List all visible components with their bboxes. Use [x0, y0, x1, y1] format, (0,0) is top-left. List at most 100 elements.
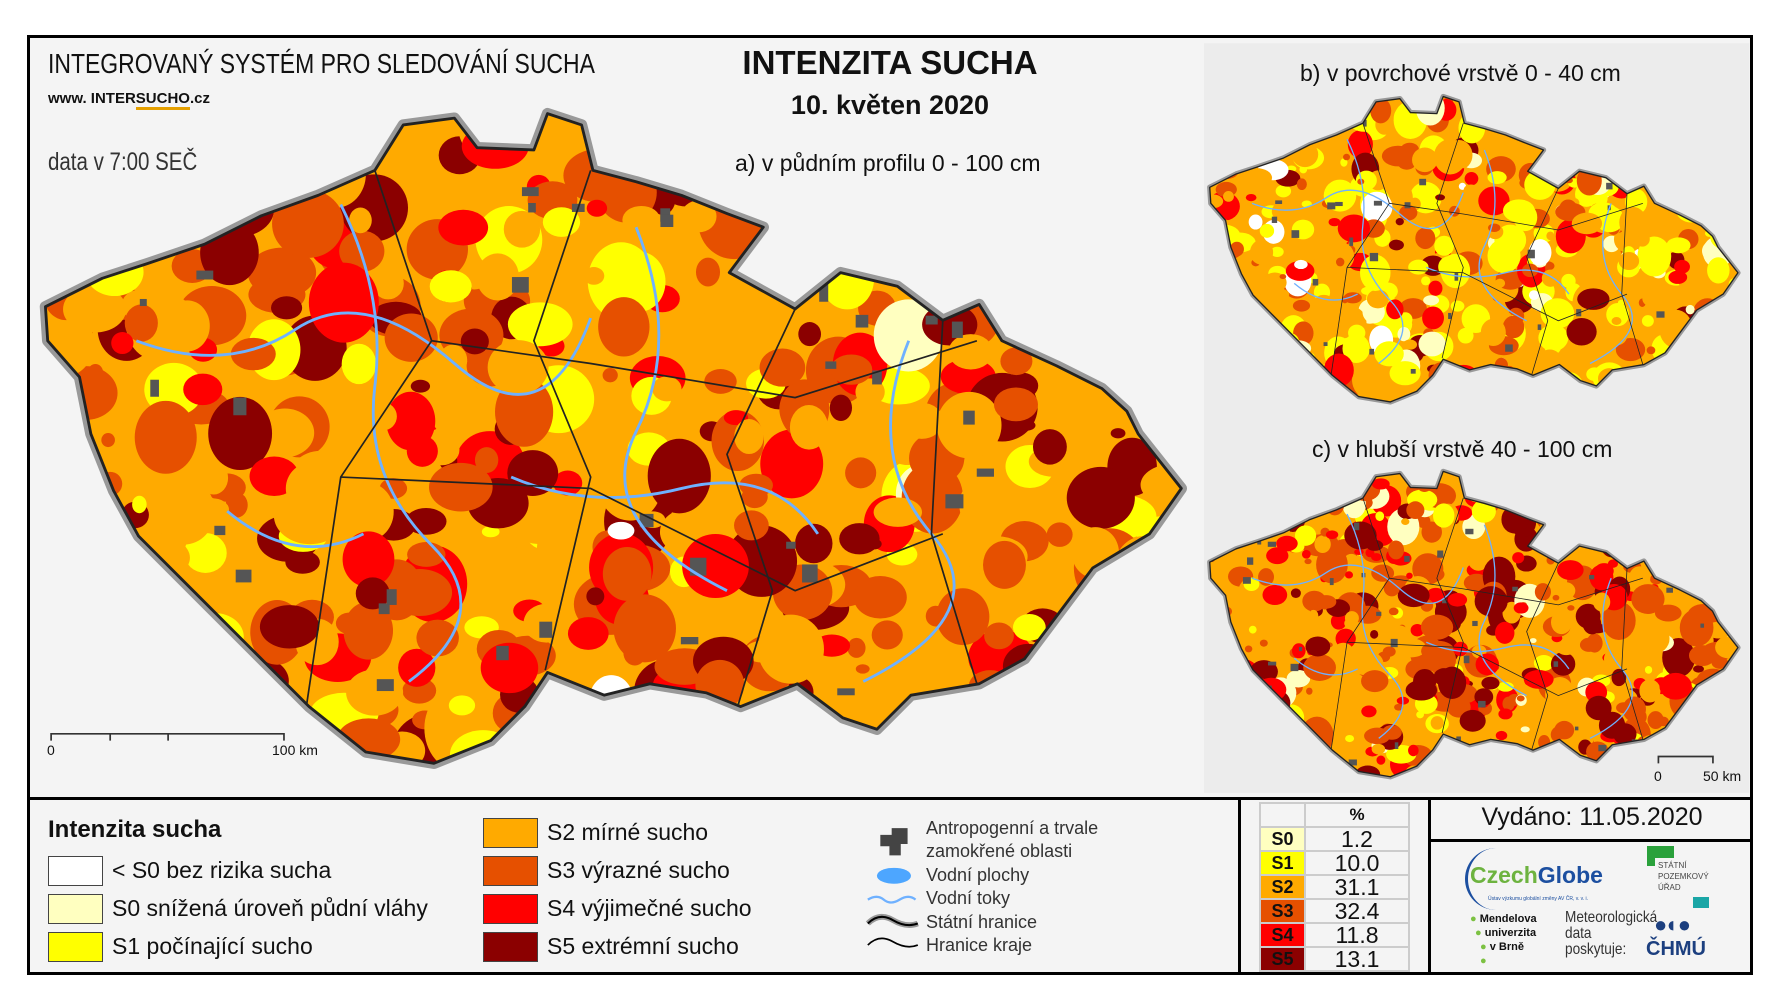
drought-patch-s3: [1259, 639, 1268, 647]
drought-patch-s2: [1385, 625, 1411, 645]
drought-patch-s2: [476, 253, 519, 301]
drought-patch-s4: [1068, 716, 1116, 750]
stats-class: S5: [1259, 946, 1306, 972]
drought-patch-s1: [1393, 108, 1410, 127]
anthropogenic-area: [378, 603, 390, 615]
drought-patch-s4: [1291, 643, 1306, 659]
drought-patch-s2: [1482, 143, 1510, 161]
anthropogenic-area: [983, 235, 1001, 248]
drought-patch-s2: [63, 285, 127, 333]
anthropogenic-area: [233, 397, 247, 416]
drought-patch-s2: [710, 598, 754, 641]
drought-patch-s1: [429, 270, 472, 303]
anthropogenic-area-icon: [880, 828, 908, 856]
drought-patch-s1: [1450, 300, 1465, 312]
drought-patch-s3: [1388, 607, 1399, 616]
legend-swatch-s3: [483, 856, 538, 886]
drought-patch-s2: [1092, 113, 1161, 144]
drought-patch-s4: [1674, 259, 1690, 274]
drought-patch-s4: [183, 373, 223, 406]
drought-patch-s3: [1097, 113, 1158, 137]
drought-patch-s1: [1355, 170, 1377, 191]
drought-patch-s5: [1032, 429, 1067, 465]
drought-patch-s2: [1308, 609, 1319, 621]
state-border: [1209, 470, 1739, 778]
drought-patch-s2: [1639, 679, 1661, 703]
stats-value: 1.2: [1304, 826, 1410, 852]
drought-patch-s-: [1248, 214, 1263, 230]
legend-label-s-: < S0 bez rizika sucha: [112, 857, 332, 883]
drought-patch-s2: [514, 564, 563, 594]
drought-patch-s-: [533, 744, 560, 764]
drought-patch-s3: [101, 433, 115, 448]
issued-date: Vydáno: 11.05.2020: [1481, 803, 1703, 831]
drought-patch-s2: [1344, 611, 1359, 626]
drought-patch-s5: [586, 587, 605, 606]
drought-patch-s3: [1516, 695, 1525, 702]
drought-patch-s4: [1361, 705, 1377, 718]
drought-patch-s2: [1399, 277, 1415, 295]
drought-patch-s3: [1335, 257, 1345, 267]
drought-patch-s2: [680, 200, 717, 233]
stats-separator: [1238, 797, 1241, 975]
drought-patch-s3: [222, 164, 250, 186]
drought-patch-s5: [936, 271, 955, 291]
drought-patch-s2: [107, 173, 160, 207]
drought-patch-s2: [570, 236, 593, 252]
stats-value: 31.1: [1304, 874, 1410, 900]
stats-value: 10.0: [1304, 850, 1410, 876]
drought-patch-s2: [691, 745, 726, 764]
drought-patch-s5: [1305, 636, 1331, 657]
drought-patch-s3: [66, 647, 127, 705]
drought-patch-s5: [647, 438, 711, 514]
drought-patch-s3: [474, 447, 499, 473]
legend-label-s0: S0 snížená úroveň půdní vláhy: [112, 895, 428, 921]
anthropogenic-area: [1419, 178, 1427, 186]
stats-class: S3: [1259, 898, 1306, 924]
drought-patch-s2: [346, 669, 404, 716]
drought-patch-s4: [342, 531, 395, 588]
anthropogenic-area: [945, 494, 964, 509]
drought-patch-s2: [936, 391, 1002, 459]
drought-patch-s5: [1577, 288, 1610, 310]
drought-patch-s2: [1384, 245, 1410, 273]
drought-patch-s3: [1554, 720, 1575, 740]
anthropogenic-area: [1290, 663, 1299, 672]
stats-value: 13.1: [1304, 946, 1410, 972]
drought-patch-s2: [789, 405, 829, 450]
drought-patch-s1: [132, 495, 147, 514]
drought-patch-s0: [1529, 638, 1537, 644]
legend-title: Intenzita sucha: [48, 816, 222, 843]
drought-patch-s2: [1494, 278, 1506, 288]
drought-patch-s3: [938, 719, 965, 748]
drought-patch-s1: [1538, 324, 1569, 352]
anthropogenic-area: [1404, 555, 1410, 562]
drought-patch-s5: [1033, 258, 1074, 301]
drought-patch-s5: [865, 538, 882, 550]
drought-patch-s3: [1306, 687, 1313, 695]
drought-patch-s4: [1422, 306, 1444, 330]
legend-swatch-s2: [483, 818, 538, 848]
drought-patch-s2: [1582, 231, 1604, 254]
legend-anthropogenic-2: zamokřené oblasti: [926, 841, 1073, 861]
drought-patch-s2: [333, 578, 352, 600]
drought-patch-s2: [1331, 320, 1347, 336]
drought-patch-s2: [1030, 294, 1059, 313]
anthropogenic-area: [1448, 312, 1452, 320]
drought-patch-s2: [1332, 642, 1354, 663]
czechglobe-text-b: Globe: [1537, 862, 1603, 888]
drought-patch-s2: [1396, 638, 1427, 658]
drought-patch-s1: [1513, 203, 1538, 232]
region-border: [1621, 568, 1644, 740]
website-link[interactable]: www. INTERSUCHO.cz: [48, 90, 210, 110]
drought-patch-s3: [332, 148, 360, 166]
drought-patch-s5: [552, 709, 618, 753]
anthropogenic-area: [1666, 587, 1673, 593]
river: [1251, 189, 1464, 230]
drought-patch-s2: [434, 378, 462, 407]
drought-patch-s4: [111, 332, 134, 355]
drought-patch-s2: [1133, 242, 1154, 258]
region-border: [1347, 641, 1628, 697]
anthropogenic-area: [1700, 623, 1705, 628]
drought-patch-s4: [1410, 623, 1424, 637]
